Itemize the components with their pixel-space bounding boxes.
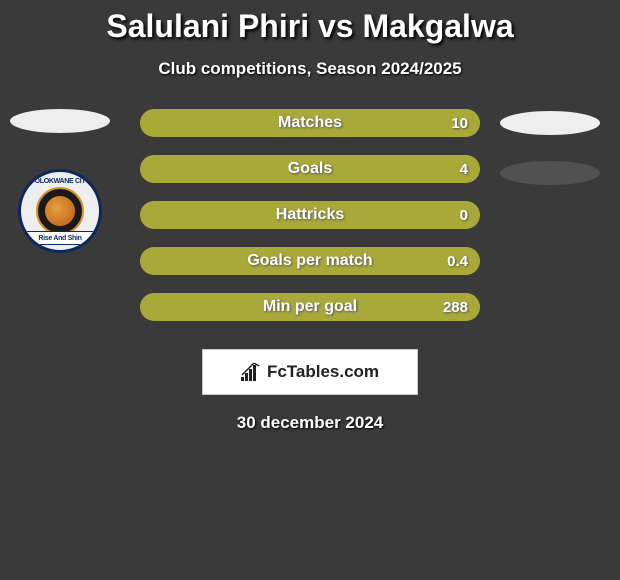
stat-label: Matches	[278, 114, 342, 132]
stat-value: 0.4	[447, 253, 468, 270]
stat-label: Goals	[288, 160, 332, 178]
stat-label: Goals per match	[247, 252, 372, 270]
brand-chart-icon	[241, 363, 261, 381]
subtitle: Club competitions, Season 2024/2025	[0, 59, 620, 79]
right-player-ellipse-2	[500, 161, 600, 185]
stat-label: Hattricks	[276, 206, 344, 224]
badge-center	[36, 187, 84, 235]
badge-ring-text: POLOKWANE CITY	[30, 178, 90, 185]
stat-value: 0	[460, 207, 468, 224]
infographic-container: Salulani Phiri vs Makgalwa Club competit…	[0, 0, 620, 433]
left-player-column: POLOKWANE CITY Rise And Shin	[10, 109, 110, 253]
date-label: 30 december 2024	[0, 413, 620, 433]
right-player-column	[500, 109, 600, 185]
stat-value: 4	[460, 161, 468, 178]
brand-text: FcTables.com	[267, 362, 379, 382]
stat-row: Goals per match 0.4	[140, 247, 480, 275]
stat-value: 288	[443, 299, 468, 316]
stat-row: Min per goal 288	[140, 293, 480, 321]
stat-value: 10	[451, 115, 468, 132]
left-club-badge: POLOKWANE CITY Rise And Shin	[18, 169, 102, 253]
badge-bird-icon	[45, 196, 75, 226]
page-title: Salulani Phiri vs Makgalwa	[0, 8, 620, 45]
left-player-ellipse	[10, 109, 110, 133]
stat-row: Hattricks 0	[140, 201, 480, 229]
brand-box: FcTables.com	[202, 349, 418, 395]
right-player-ellipse-1	[500, 111, 600, 135]
stat-label: Min per goal	[263, 298, 357, 316]
stat-row: Goals 4	[140, 155, 480, 183]
chart-area: POLOKWANE CITY Rise And Shin Matches 10 Go…	[0, 109, 620, 321]
badge-banner: Rise And Shin	[25, 231, 95, 245]
stat-row: Matches 10	[140, 109, 480, 137]
stat-rows: Matches 10 Goals 4 Hattricks 0 Goals per match…	[140, 109, 480, 321]
